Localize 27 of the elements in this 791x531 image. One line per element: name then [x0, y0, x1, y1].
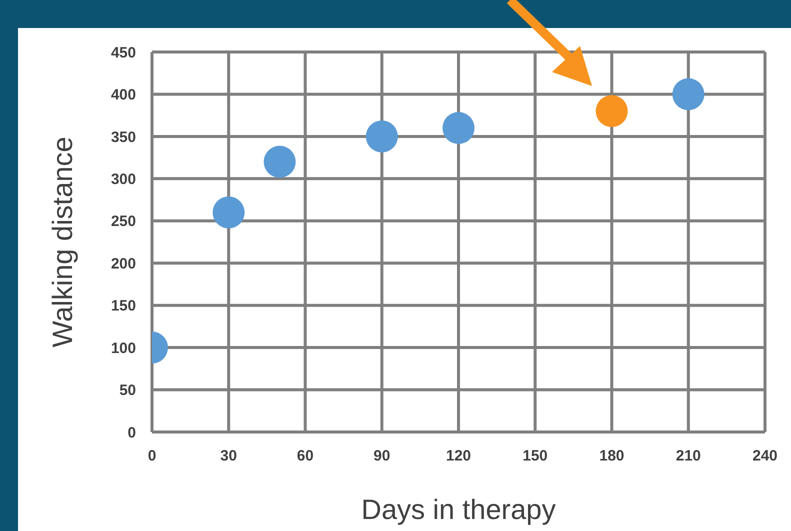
point — [212, 196, 245, 228]
y-tick-label: 300 — [110, 170, 136, 188]
y-tick-label: 100 — [110, 340, 136, 357]
point — [264, 146, 296, 178]
point — [672, 78, 704, 110]
x-tick-label: 240 — [752, 448, 778, 465]
x-tick-label: 210 — [676, 448, 701, 465]
x-tick-label: 150 — [522, 448, 548, 465]
x-tick-label: 120 — [446, 448, 472, 465]
y-tick-label: 350 — [110, 128, 136, 146]
x-tick-label: 30 — [220, 448, 237, 465]
y-tick-label: 150 — [110, 298, 136, 315]
point — [442, 112, 474, 144]
point — [596, 95, 628, 128]
x-axis-title: Days in therapy — [361, 494, 556, 525]
x-tick-label: 60 — [296, 448, 314, 465]
y-tick-label: 250 — [110, 213, 136, 230]
y-tick-label: 200 — [110, 255, 136, 272]
x-tick-label: 90 — [374, 448, 390, 465]
y-tick-label: 450 — [110, 44, 136, 62]
y-tick-label: 0 — [128, 424, 136, 442]
y-tick-label: 400 — [110, 86, 136, 104]
x-tick-label: 0 — [148, 448, 156, 465]
y-tick-label: 50 — [119, 382, 136, 400]
x-tick-label: 180 — [599, 448, 624, 465]
y-axis-title: Walking distance — [46, 136, 78, 348]
point — [366, 120, 398, 152]
